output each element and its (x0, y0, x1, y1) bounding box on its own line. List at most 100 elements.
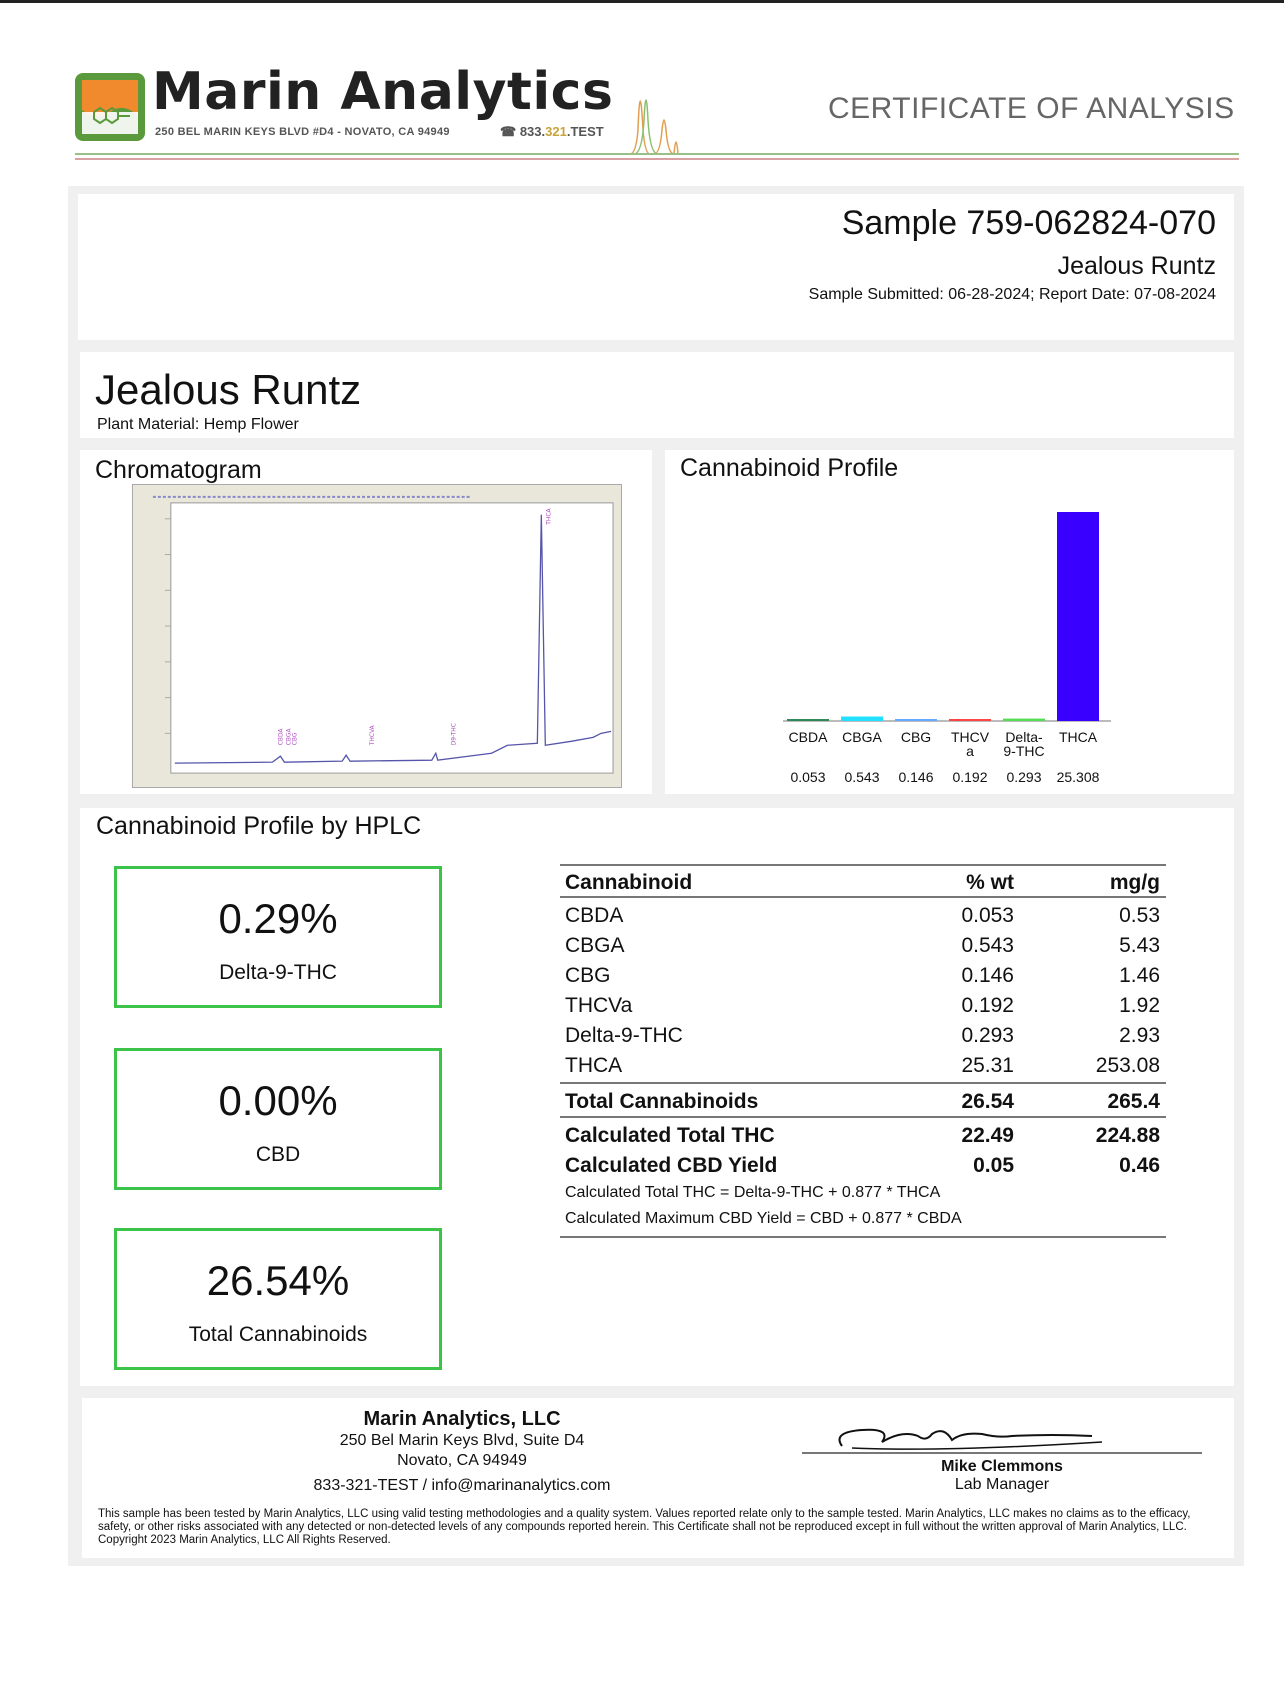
table-cell-mg: 5.43 (1119, 934, 1160, 957)
chart-bar-cbga (841, 716, 883, 721)
summary-box-total-cannabinoids: 26.54% Total Cannabinoids (114, 1228, 442, 1370)
footer-company: Marin Analytics, LLC (363, 1408, 561, 1430)
chart-category-label: Delta- (1005, 729, 1043, 745)
signer-name: Mike Clemmons (941, 1458, 1063, 1475)
cannabinoid-table: Cannabinoid % wt mg/g CBDA 0.053 0.53 CB… (560, 864, 1166, 1238)
hplc-title: Cannabinoid Profile by HPLC (96, 812, 422, 840)
table-note: Calculated Maximum CBD Yield = CBD + 0.8… (565, 1210, 962, 1227)
brand-phone-suffix: .TEST (566, 124, 604, 139)
table-cell-pct: 0.192 (961, 994, 1014, 1017)
chart-value-label: 0.053 (790, 769, 825, 785)
chart-value-label: 0.192 (952, 769, 987, 785)
marin-analytics-logo-icon (75, 73, 145, 141)
chart-value-label: 0.146 (898, 769, 933, 785)
brand-phone-mid: 321 (545, 124, 567, 139)
summary-value: 26.54% (206, 1257, 350, 1304)
table-cell-mg: 265.4 (1107, 1090, 1160, 1113)
header-rule-green (75, 153, 1239, 155)
sample-name: Jealous Runtz (1057, 252, 1216, 280)
table-cell-mg: 0.53 (1119, 904, 1160, 927)
table-cell-name: Calculated Total THC (565, 1124, 775, 1147)
footer-disclaimer: This sample has been tested by Marin Ana… (98, 1508, 1191, 1546)
top-border (0, 0, 1284, 3)
table-cell-mg: 1.46 (1119, 964, 1160, 987)
table-cell-name: Calculated CBD Yield (565, 1154, 778, 1177)
svg-text:THCVA: THCVA (369, 724, 376, 746)
chart-bar-cbg (895, 719, 937, 721)
footer-address-line2: Novato, CA 94949 (397, 1452, 527, 1469)
sample-info-panel: Sample 759-062824-070 Jealous Runtz Samp… (78, 194, 1234, 340)
document-title: CERTIFICATE OF ANALYSIS (828, 92, 1235, 125)
brand-phone: ☎ 833.321.TEST (500, 124, 604, 140)
cannabinoid-profile-panel: Cannabinoid Profile CBDA 0.053 CBGA 0.543 CB… (665, 450, 1234, 794)
hplc-panel: Cannabinoid Profile by HPLC 0.29% Delta-… (80, 808, 1234, 1386)
table-row: THCA 25.31 253.08 (560, 1050, 1166, 1080)
phone-icon: ☎ (500, 124, 517, 139)
footer-contact: 833-321-TEST / info@marinanalytics.com (313, 1477, 611, 1494)
table-cell-pct: 0.543 (961, 934, 1014, 957)
chart-value-label: 0.543 (844, 769, 879, 785)
table-cell-name: Delta-9-THC (565, 1024, 683, 1047)
chart-bar-thcva (949, 719, 991, 721)
product-type: Plant Material: Hemp Flower (97, 416, 299, 433)
table-cell-name: THCA (565, 1054, 623, 1077)
svg-text:D9-THC: D9-THC (451, 723, 458, 745)
table-end-rule (560, 1236, 1166, 1238)
table-cell-pct: 25.31 (961, 1054, 1014, 1077)
summary-label: Total Cannabinoids (188, 1323, 368, 1346)
chart-bar-delta-9-thc (1003, 718, 1045, 721)
chart-category-label: 9-THC (1003, 743, 1044, 759)
table-header-row: Cannabinoid % wt mg/g (560, 864, 1166, 898)
summary-value: 0.29% (218, 895, 338, 942)
summary-box-cbd: 0.00% CBD (114, 1048, 442, 1190)
brand-phone-prefix: 833. (519, 124, 546, 139)
table-total-row: Total Cannabinoids 26.54 265.4 (560, 1082, 1166, 1118)
table-header-cannabinoid: Cannabinoid (565, 871, 693, 894)
table-cell-name: THCVa (565, 994, 633, 1017)
svg-text:THCA: THCA (545, 507, 552, 525)
summary-value: 0.00% (218, 1077, 338, 1124)
table-calculated-row: Calculated Total THC 22.49 224.88 (560, 1120, 1166, 1150)
table-cell-mg: 0.46 (1119, 1154, 1160, 1177)
chart-category-label: THCA (1059, 729, 1098, 745)
signature-image (838, 1428, 1103, 1450)
sample-dates: Sample Submitted: 06-28-2024; Report Dat… (808, 286, 1216, 303)
product-panel: Jealous Runtz Plant Material: Hemp Flowe… (80, 352, 1234, 438)
table-cell-pct: 0.053 (961, 904, 1014, 927)
header-rule-red (75, 158, 1239, 160)
table-row: CBG 0.146 1.46 (560, 960, 1166, 990)
table-cell-name: CBDA (565, 904, 624, 927)
table-header-mg-g: mg/g (1109, 871, 1160, 894)
chart-category-label: CBGA (842, 729, 882, 745)
chromatogram-image: CBDA CBGA CBG THCVA D9-THC THCA (132, 484, 622, 788)
table-cell-mg: 224.88 (1095, 1124, 1160, 1147)
table-row: CBGA 0.543 5.43 (560, 930, 1166, 960)
footer-panel: Marin Analytics, LLC 250 Bel Marin Keys … (82, 1398, 1234, 1558)
table-header-pct-wt: % wt (966, 871, 1014, 894)
chart-bar-thca (1057, 512, 1099, 721)
chromatogram-peaks-decoration-icon (630, 99, 679, 155)
chart-value-label: 25.308 (1057, 769, 1100, 785)
summary-label: Delta-9-THC (219, 961, 337, 984)
product-name: Jealous Runtz (95, 366, 362, 413)
brand-name: Marin Analytics (152, 62, 614, 122)
svg-text:CBG: CBG (291, 732, 298, 745)
profile-bar-chart: CBDA 0.053 CBGA 0.543 CBG 0.146 THCVa 0.192 Delt… (783, 512, 1111, 785)
profile-chart-title: Cannabinoid Profile (680, 454, 899, 482)
table-row: THCVa 0.192 1.92 (560, 990, 1166, 1020)
table-cell-mg: 1.92 (1119, 994, 1160, 1017)
table-cell-name: Total Cannabinoids (565, 1090, 759, 1113)
summary-box-delta9-thc: 0.29% Delta-9-THC (114, 866, 442, 1008)
signature-line (802, 1452, 1202, 1454)
table-row: Delta-9-THC 0.293 2.93 (560, 1020, 1166, 1050)
footer-address-line1: 250 Bel Marin Keys Blvd, Suite D4 (339, 1432, 585, 1449)
table-calculated-row: Calculated CBD Yield 0.05 0.46 (560, 1150, 1166, 1180)
table-cell-name: CBGA (565, 934, 625, 957)
table-cell-pct: 0.293 (961, 1024, 1014, 1047)
table-cell-pct: 22.49 (961, 1124, 1014, 1147)
table-cell-pct: 0.05 (973, 1154, 1014, 1177)
table-cell-mg: 253.08 (1095, 1054, 1160, 1077)
chromatogram-panel: Chromatogram CBDA CBGA CBG THCVA D9-THC … (80, 450, 652, 794)
chart-category-label: CBDA (789, 729, 829, 745)
table-cell-pct: 0.146 (961, 964, 1014, 987)
